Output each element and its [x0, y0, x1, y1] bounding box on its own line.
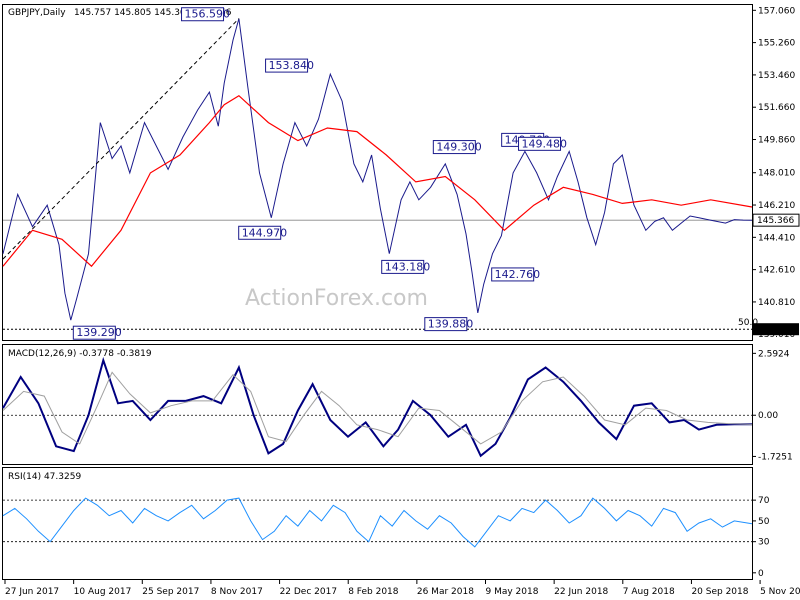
rsi-y-tick-label: 30 [758, 538, 770, 548]
fib-price-label: 139.290 [757, 325, 794, 335]
price-y-tick-label: 139.010 [758, 330, 795, 340]
price-series-trendline [2, 18, 240, 260]
x-tick-label: 7 Aug 2018 [623, 587, 675, 597]
annotation-label: 142.760 [495, 268, 541, 281]
x-tick-label: 8 Nov 2017 [211, 587, 263, 597]
annotation-box [265, 58, 309, 73]
annotation-box [491, 267, 535, 282]
x-tick-label: 22 Jun 2018 [554, 587, 608, 597]
price-y-tick-label: 149.860 [758, 136, 795, 146]
price-panel [2, 4, 753, 341]
price-y-tick-label: 151.660 [758, 103, 795, 113]
x-tick-label: 5 Nov 2018 [760, 587, 800, 597]
price-title: GBPJPY,Daily [8, 8, 66, 18]
x-tick-label: 22 Dec 2017 [280, 587, 338, 597]
price-y-tick-label: 157.060 [758, 6, 795, 16]
fib-price-box [753, 323, 799, 336]
price-y-tick-label: 153.460 [758, 71, 795, 81]
price-ohlc: 145.757 145.805 145.366 145.366 [74, 8, 232, 18]
annotation-label: 144.970 [242, 226, 288, 239]
annotation-box [181, 7, 225, 22]
rsi-y-tick-label: 50 [758, 517, 770, 527]
annotation-label: 139.880 [428, 318, 474, 331]
rsi-series [2, 497, 753, 548]
x-tick-label: 27 Jun 2017 [5, 587, 59, 597]
rsi-y-tick-label: 0 [758, 569, 764, 579]
annotation-label: 143.180 [385, 260, 431, 273]
x-tick-label: 8 Feb 2018 [348, 587, 399, 597]
annotation-box [238, 225, 282, 240]
price-series-price [2, 18, 753, 321]
annotation-label: 153.840 [269, 59, 315, 72]
annotation-label: 156.590 [185, 8, 231, 21]
fib-50-label: 50.0 [738, 318, 758, 328]
macd-y-tick-label: 2.5924 [758, 349, 790, 359]
x-tick-label: 25 Sep 2017 [142, 587, 199, 597]
macd-y-tick-label: 0.00 [758, 411, 778, 421]
annotation-box [432, 140, 476, 155]
price-y-tick-label: 144.410 [758, 233, 795, 243]
x-tick-label: 9 May 2018 [486, 587, 539, 597]
price-series-ma [2, 94, 753, 268]
x-tick-label: 26 Mar 2018 [417, 587, 474, 597]
annotation-box [381, 259, 425, 274]
annotation-label: 149.480 [522, 137, 568, 150]
macd-panel [2, 344, 753, 465]
rsi-y-tick-label: 70 [758, 496, 770, 506]
macd-series-macd [2, 356, 752, 458]
price-y-tick-label: 140.810 [758, 298, 795, 308]
price-y-tick-label: 155.260 [758, 39, 795, 49]
x-tick-label: 20 Sep 2018 [691, 587, 748, 597]
annotation-label: 139.290 [76, 326, 122, 339]
current-price-label: 145.366 [757, 216, 794, 226]
annotation-box [518, 136, 562, 151]
current-price-box [752, 213, 800, 227]
price-y-tick-label: 148.010 [758, 169, 795, 179]
rsi-title: RSI(14) 47.3259 [8, 472, 81, 482]
annotation-label: 149.300 [436, 141, 482, 154]
rsi-panel [2, 467, 753, 580]
macd-series-signal [2, 371, 753, 445]
annotation-box [72, 325, 116, 340]
macd-title: MACD(12,26,9) -0.3778 -0.3819 [8, 349, 152, 359]
price-y-tick-label: 142.610 [758, 266, 795, 276]
x-tick-label: 10 Aug 2017 [74, 587, 132, 597]
annotation-box [424, 317, 468, 332]
macd-y-tick-label: -1.7251 [758, 452, 793, 462]
watermark: ActionForex.com [245, 286, 428, 311]
price-y-tick-label: 146.210 [758, 201, 795, 211]
